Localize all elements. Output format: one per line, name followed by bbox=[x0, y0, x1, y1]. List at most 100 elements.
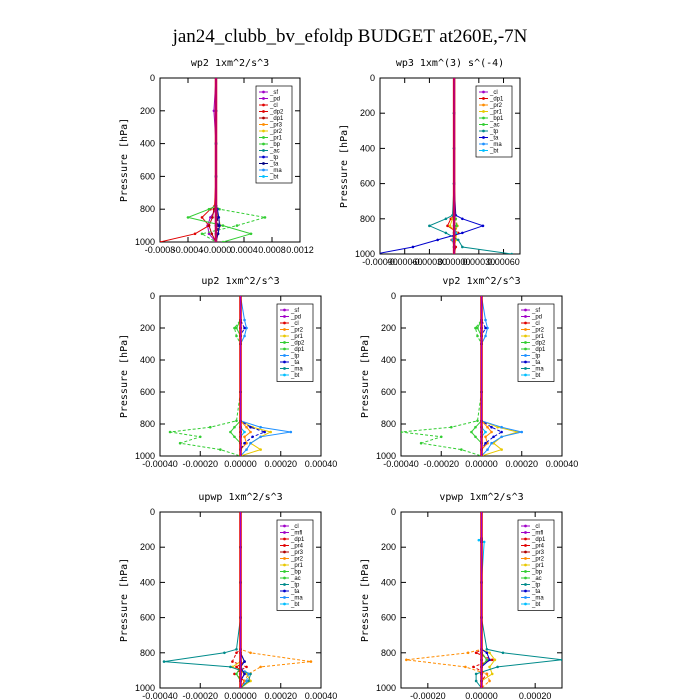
series-point bbox=[245, 672, 248, 676]
series-point bbox=[245, 679, 248, 683]
series-point bbox=[200, 232, 204, 236]
series-point bbox=[207, 224, 211, 227]
series-point bbox=[251, 435, 254, 439]
y-tick-label: 400 bbox=[140, 577, 155, 587]
series-point bbox=[490, 672, 494, 676]
legend-marker bbox=[262, 90, 265, 94]
series-point bbox=[450, 425, 453, 429]
y-tick-label: 200 bbox=[140, 106, 155, 116]
legend-marker bbox=[482, 123, 485, 126]
x-tick-label: -0.0000 bbox=[201, 245, 232, 255]
legend-label: _pr2 bbox=[531, 328, 545, 334]
series-point bbox=[233, 435, 236, 439]
series-point bbox=[448, 224, 452, 228]
x-tick-label: 0.00020 bbox=[505, 459, 538, 469]
legend-marker bbox=[482, 142, 485, 146]
legend-label: _pr3 bbox=[290, 550, 304, 556]
series-line-bp bbox=[200, 78, 266, 242]
legend-label: _pr3 bbox=[531, 550, 545, 556]
legend-marker bbox=[262, 110, 265, 113]
panels: wp2 1xm^2/s^3 Pressure [hPa] 0 200 400 600 800… bbox=[119, 58, 578, 700]
series-point bbox=[436, 238, 439, 242]
legend-marker bbox=[482, 97, 485, 100]
legend-marker bbox=[524, 321, 527, 325]
legend-label: _dp2 bbox=[531, 341, 546, 347]
legend-label: _dp1 bbox=[269, 116, 284, 122]
series-point bbox=[474, 679, 478, 683]
series-point bbox=[231, 660, 234, 663]
series-point bbox=[560, 658, 562, 662]
y-tick-label: 0 bbox=[150, 507, 155, 517]
series-point bbox=[461, 217, 464, 221]
legend-label: _tp bbox=[290, 583, 300, 589]
series-point bbox=[235, 651, 238, 655]
legend-label: _dp1 bbox=[531, 347, 546, 353]
series-point bbox=[461, 231, 464, 235]
series-point bbox=[493, 658, 497, 662]
series-point bbox=[216, 224, 220, 227]
y-axis-label: Pressure [hPa] bbox=[339, 124, 350, 208]
legend-marker bbox=[524, 354, 527, 357]
series-point bbox=[259, 435, 262, 439]
legend-marker bbox=[283, 341, 286, 344]
series-point bbox=[221, 224, 225, 227]
legend-marker bbox=[262, 175, 265, 178]
legend-marker bbox=[262, 129, 265, 133]
legend-label: _bp bbox=[290, 570, 302, 576]
x-tick-label: 0.00020 bbox=[519, 691, 552, 700]
x-tick-label: -0.0008 bbox=[145, 245, 176, 255]
series-point bbox=[219, 448, 222, 451]
series-point bbox=[485, 651, 489, 655]
series-point bbox=[470, 430, 473, 434]
panel-title: vp2 1xm^2/s^3 bbox=[442, 276, 520, 287]
legend-label: _ac bbox=[269, 149, 280, 155]
series-point bbox=[490, 425, 493, 429]
y-tick-label: 800 bbox=[381, 419, 396, 429]
series-point bbox=[212, 109, 216, 113]
legend-marker bbox=[283, 328, 286, 331]
series-point bbox=[444, 231, 448, 235]
series-point bbox=[488, 665, 491, 669]
panel-title: wp2 1xm^2/s^3 bbox=[191, 58, 269, 69]
legend-label: _ta bbox=[269, 162, 279, 168]
legend-label: _cl bbox=[531, 321, 540, 327]
y-tick-label: 1000 bbox=[135, 683, 155, 693]
legend-marker bbox=[524, 583, 527, 586]
legend-marker bbox=[283, 360, 286, 364]
y-tick-label: 200 bbox=[381, 542, 396, 552]
legend-label: _tp bbox=[269, 155, 279, 161]
x-tick-label: 0.00030 bbox=[463, 257, 496, 267]
legend-label: _pd bbox=[531, 315, 542, 321]
series-point bbox=[245, 448, 248, 451]
legend-marker bbox=[262, 97, 265, 100]
legend-label: _pr1 bbox=[489, 110, 503, 116]
figure-title: jan24_clubb_bv_efoldp BUDGET at260E,-7N bbox=[172, 26, 528, 47]
series-point bbox=[474, 672, 478, 676]
legend-marker bbox=[524, 602, 527, 606]
legend-marker bbox=[283, 583, 286, 586]
series-point bbox=[259, 665, 262, 669]
series-point bbox=[401, 430, 403, 434]
chart-panel-4: vp2 1xm^2/s^3 Pressure [hPa] 0 200 400 600 800… bbox=[360, 276, 578, 469]
legend-label: _pr4 bbox=[290, 544, 304, 550]
x-tick-label: -0.00020 bbox=[423, 459, 459, 469]
legend-marker bbox=[283, 596, 286, 599]
legend-label: _dp1 bbox=[489, 97, 504, 103]
series-point bbox=[207, 207, 211, 211]
legend-label: _pr3 bbox=[269, 123, 283, 129]
series-point bbox=[484, 441, 487, 445]
legend-label: _ta bbox=[531, 360, 541, 366]
legend-marker bbox=[283, 537, 286, 541]
legend-marker bbox=[524, 531, 527, 534]
series-point bbox=[243, 441, 246, 445]
legend-label: _ac bbox=[531, 576, 542, 582]
series-point bbox=[484, 430, 487, 434]
series-point bbox=[235, 419, 238, 423]
series-point bbox=[486, 425, 489, 429]
legend-label: _pr1 bbox=[531, 334, 545, 340]
legend-marker bbox=[262, 149, 265, 152]
series-point bbox=[243, 660, 246, 663]
y-tick-label: 800 bbox=[381, 648, 396, 658]
series-point bbox=[481, 224, 485, 228]
y-tick-label: 800 bbox=[140, 419, 155, 429]
